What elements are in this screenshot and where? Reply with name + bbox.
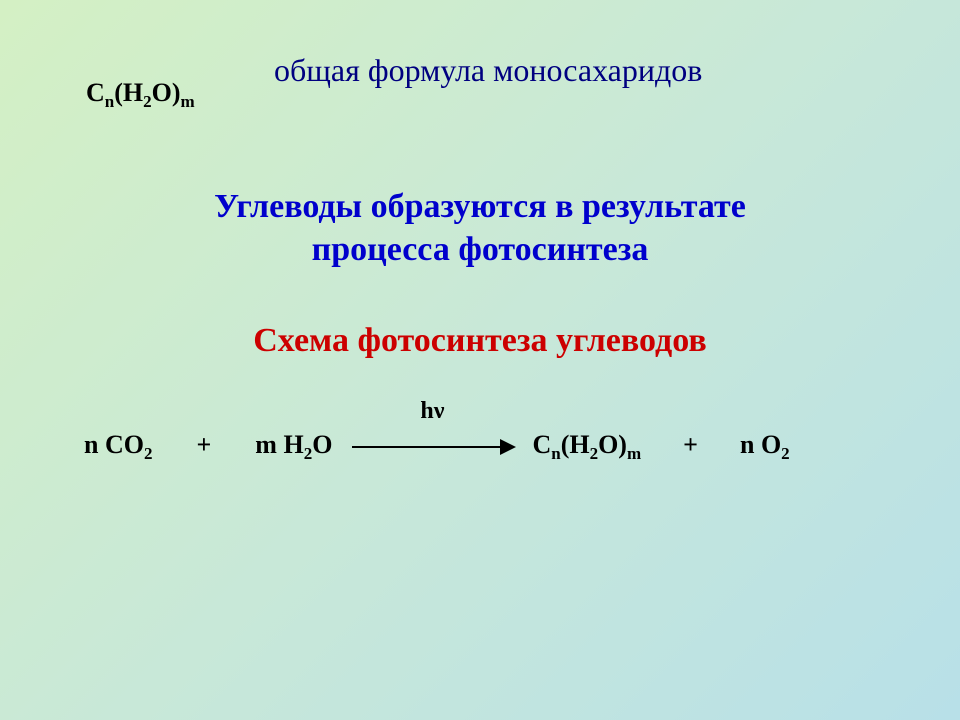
formula-sub: m (627, 444, 641, 463)
coef: m (255, 430, 283, 459)
plus-sign: + (196, 430, 211, 460)
plus-sign: + (683, 430, 698, 460)
formula-part: O) (152, 78, 181, 107)
tail: O (312, 430, 332, 459)
reactant-h2o: m H2O (255, 430, 332, 464)
product-carbohydrate: Cn(H2O)m (532, 430, 641, 464)
formula-sub: n (105, 92, 114, 111)
formula-part: (H (561, 430, 590, 459)
formula-part: C (86, 78, 105, 107)
sub: 2 (781, 444, 790, 463)
formula-part: (H (114, 78, 143, 107)
heading-line: Углеводы образуются в результате (214, 188, 746, 225)
formula-sub: m (181, 92, 195, 111)
arrow-head-icon (500, 439, 516, 455)
coef: n (84, 430, 105, 459)
formula-sub: n (551, 444, 560, 463)
heading-scheme: Схема фотосинтеза углеводов (0, 322, 960, 360)
reaction-arrow: hν (332, 434, 532, 460)
formula-part: C (532, 430, 551, 459)
arrow-line (352, 446, 502, 448)
heading-line: процесса фотосинтеза (312, 231, 649, 268)
photosynthesis-equation: n CO2+m H2O hν Cn(H2O)m+n O2 (84, 430, 884, 464)
formula-sub: 2 (143, 92, 152, 111)
product-o2: n O2 (740, 430, 790, 464)
base: O (761, 430, 781, 459)
base: H (283, 430, 303, 459)
base: CO (105, 430, 144, 459)
sub: 2 (304, 444, 313, 463)
arrow-label-hv: hν (332, 398, 532, 425)
general-formula: Cn(H2O)m (86, 78, 195, 112)
formula-part: O) (598, 430, 627, 459)
sub: 2 (144, 444, 153, 463)
title-text: общая формула моносахаридов (274, 52, 702, 89)
coef: n (740, 430, 761, 459)
reactant-co2: n CO2 (84, 430, 152, 464)
heading-photosynthesis: Углеводы образуются в результате процесс… (0, 186, 960, 271)
formula-sub: 2 (590, 444, 599, 463)
